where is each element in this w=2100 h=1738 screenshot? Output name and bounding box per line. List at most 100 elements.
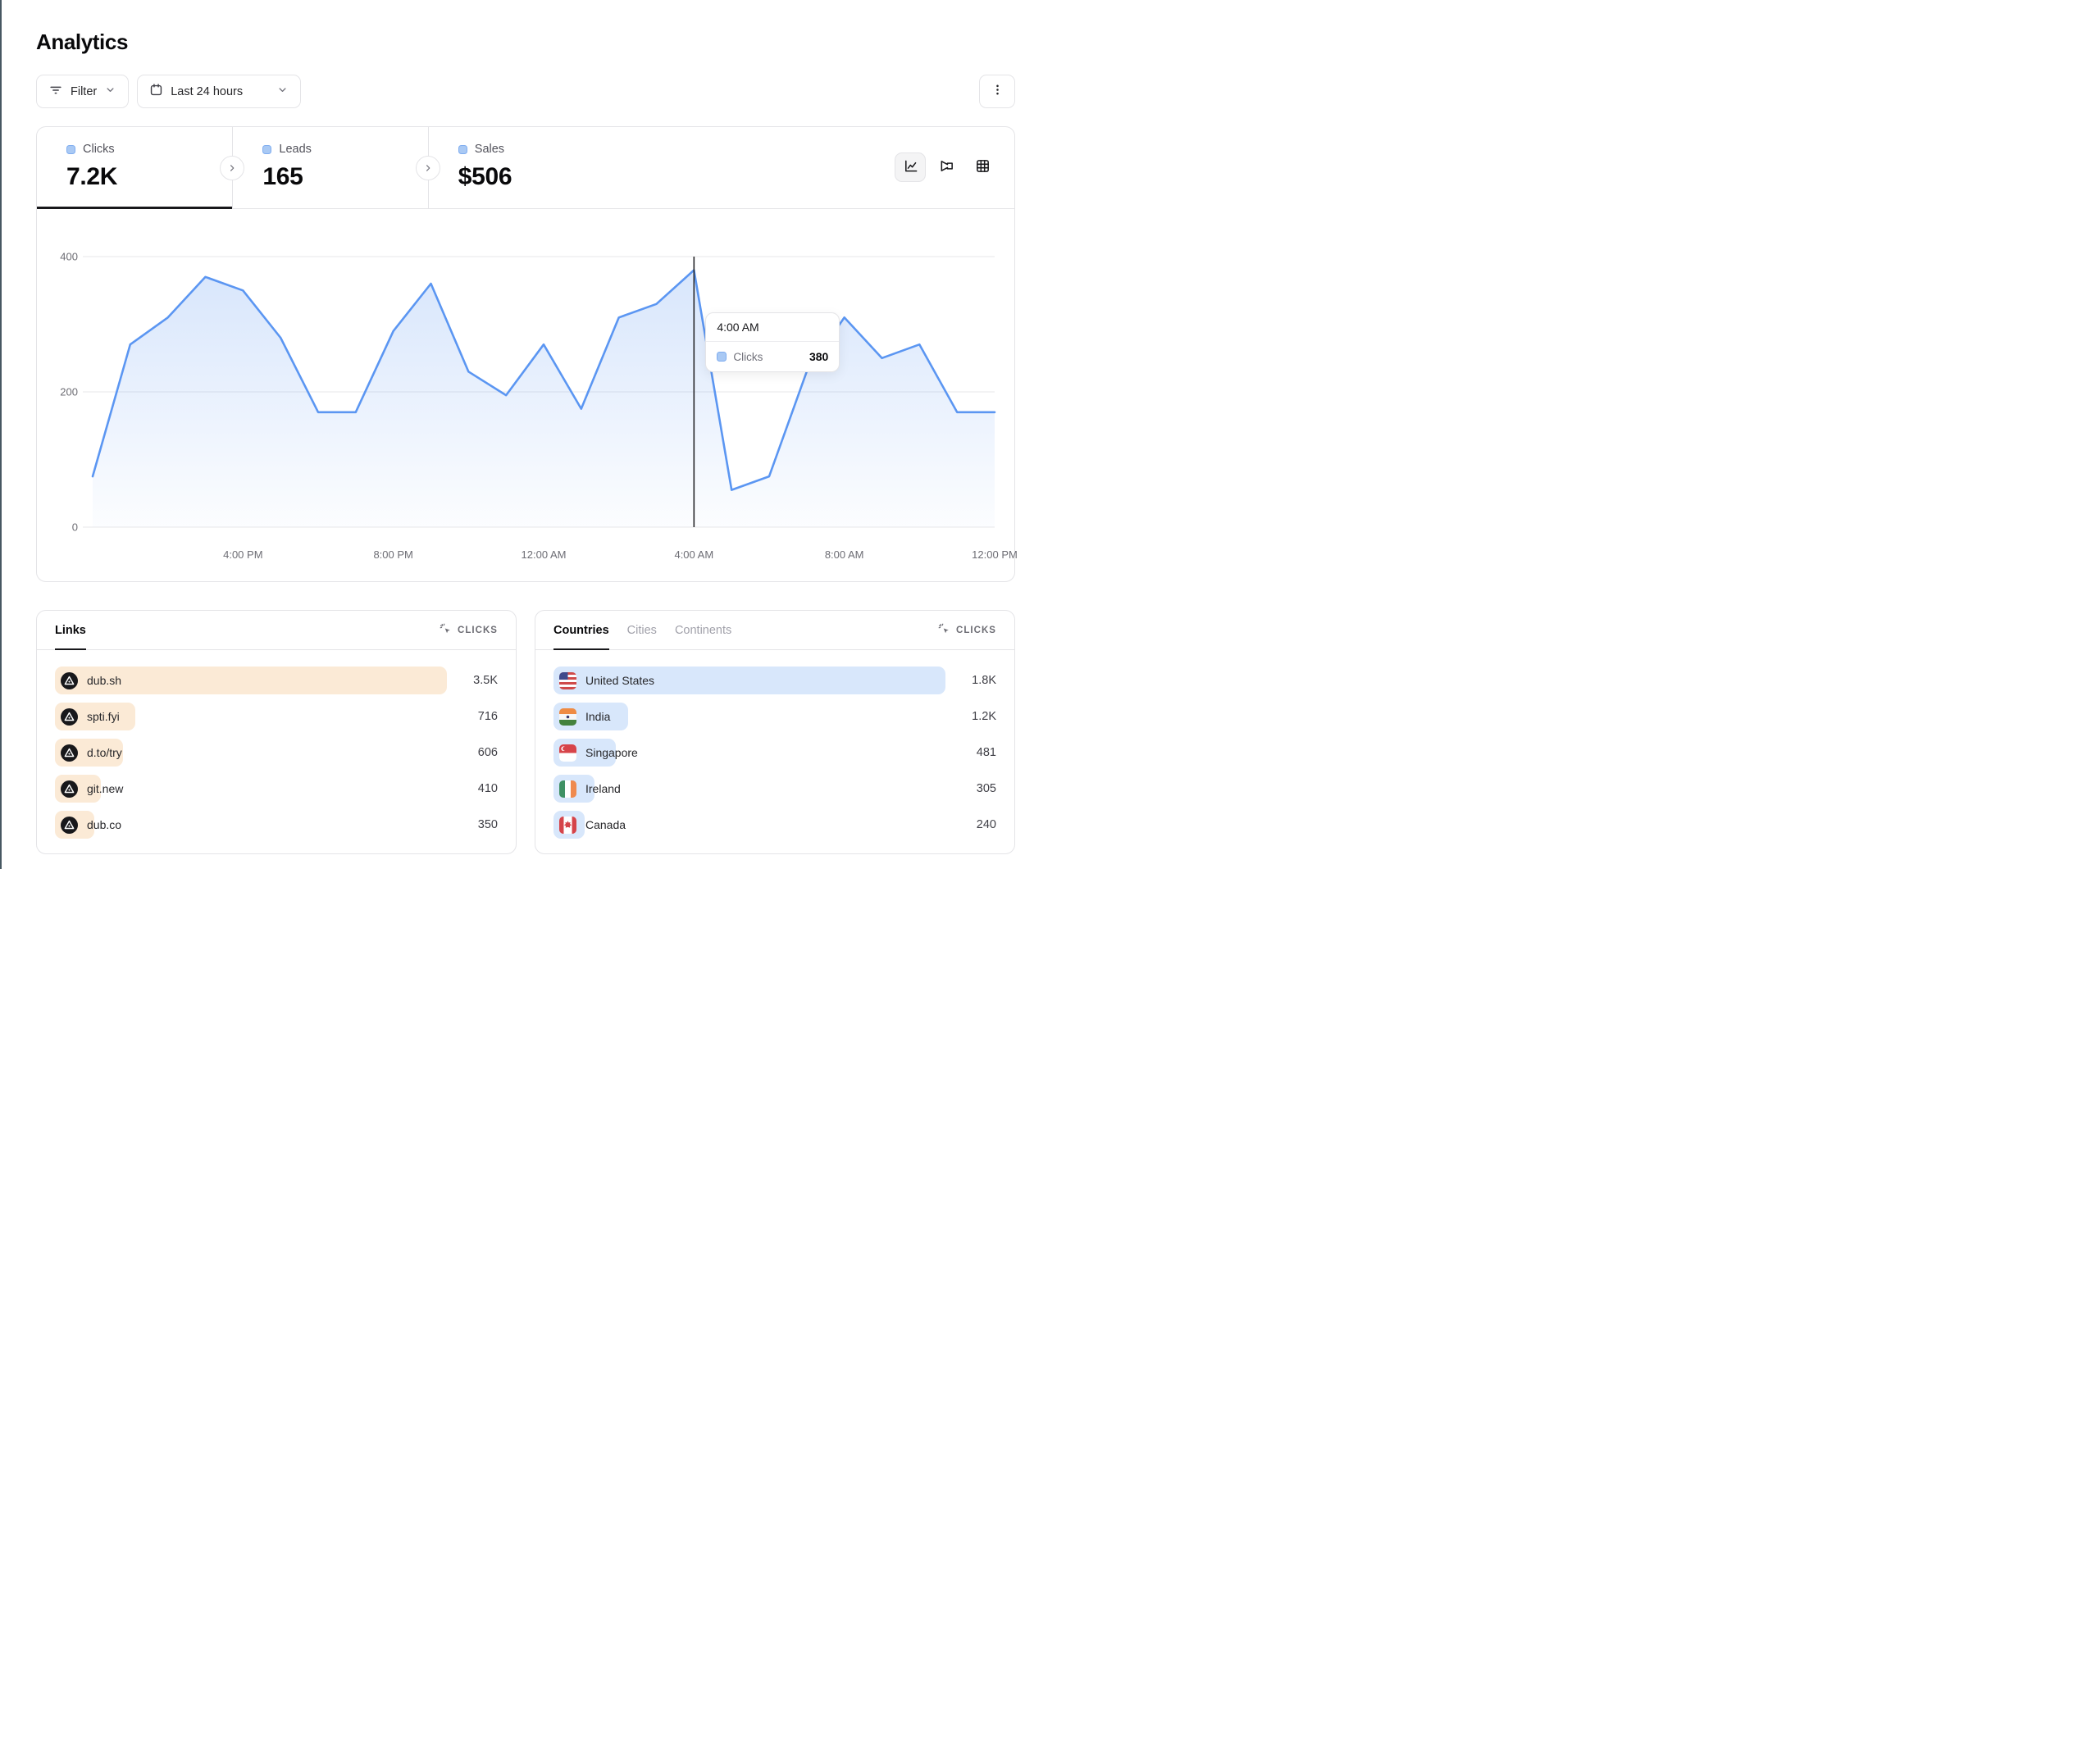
- funnel-view-button[interactable]: [931, 152, 962, 182]
- links-rows: dub.sh 3.5K spti.fyi 716 d.to/try 606: [37, 650, 516, 853]
- sort-metric-label: CLICKS: [955, 625, 996, 635]
- metric-tab-clicks[interactable]: Clicks 7.2K: [37, 127, 233, 209]
- svg-text:4:00 AM: 4:00 AM: [674, 548, 713, 561]
- countries-row-ireland[interactable]: Ireland 305: [553, 775, 996, 803]
- chart-area: 0 200 400 4:00 PM 8:00 PM 12:00 AM 4:00 AM 8:00…: [37, 209, 1018, 581]
- chevron-down-icon: [276, 84, 289, 99]
- item-label: d.to/try: [87, 746, 122, 759]
- svg-text:400: 400: [60, 251, 78, 263]
- item-value: 240: [976, 818, 996, 831]
- value-bar: [55, 667, 447, 694]
- links-row-spti-fyi[interactable]: spti.fyi 716: [55, 703, 498, 730]
- more-options-button[interactable]: [979, 75, 1015, 108]
- metric-tabs: Clicks 7.2K Leads 165 Sales $506: [37, 127, 1014, 209]
- flag-ie-icon: [559, 780, 576, 798]
- item-value: 606: [477, 746, 498, 759]
- links-row-dub-co[interactable]: dub.co 350: [55, 811, 498, 839]
- item-label: Ireland: [585, 782, 621, 795]
- countries-rows: United States 1.8K India 1.2K Singapore …: [535, 650, 1014, 853]
- grid-table-icon: [975, 158, 991, 176]
- links-panel-header: Links CLICKS: [37, 611, 516, 650]
- dub-logo-icon: [61, 780, 78, 798]
- metric-value: 165: [262, 163, 303, 190]
- page-title: Analytics: [36, 30, 129, 54]
- tab-links[interactable]: Links: [55, 611, 86, 650]
- links-row-git-new[interactable]: git.new 410: [55, 775, 498, 803]
- value-bar: [553, 667, 945, 694]
- item-label: git.new: [87, 782, 124, 795]
- countries-row-canada[interactable]: Canada 240: [553, 811, 996, 839]
- links-sort-metric[interactable]: CLICKS: [440, 611, 498, 649]
- cursor-click-icon: [440, 623, 452, 638]
- line-chart-icon: [903, 158, 918, 176]
- countries-row-united-states[interactable]: United States 1.8K: [553, 667, 996, 694]
- links-row-d-to-try[interactable]: d.to/try 606: [55, 739, 498, 767]
- dub-logo-icon: [61, 671, 78, 689]
- kebab-menu-icon: [991, 83, 1004, 100]
- dub-logo-icon: [61, 816, 78, 834]
- countries-panel: Countries Cities Continents CLICKS United …: [535, 610, 1015, 854]
- item-value: 3.5K: [473, 674, 498, 687]
- tab-countries[interactable]: Countries: [553, 611, 609, 650]
- metric-tab-leads[interactable]: Leads 165: [232, 127, 427, 208]
- links-panel-tabs: Links: [55, 611, 86, 650]
- metric-label: Leads: [279, 143, 312, 156]
- svg-text:4:00 PM: 4:00 PM: [223, 548, 262, 561]
- svg-text:12:00 PM: 12:00 PM: [972, 548, 1018, 561]
- metric-label: Clicks: [83, 143, 115, 156]
- expand-clicks-button[interactable]: [220, 156, 245, 180]
- expand-leads-button[interactable]: [415, 156, 440, 180]
- metric-label: Sales: [474, 143, 505, 156]
- funnel-icon: [939, 158, 954, 176]
- countries-panel-tabs: Countries Cities Continents: [553, 611, 732, 650]
- chart-view-switcher: [895, 152, 998, 182]
- tab-cities[interactable]: Cities: [626, 623, 657, 637]
- flag-sg-icon: [559, 744, 576, 762]
- flag-in-icon: [559, 707, 576, 726]
- item-value: 1.8K: [972, 674, 996, 687]
- filter-button[interactable]: Filter: [36, 75, 130, 108]
- filter-button-label: Filter: [71, 84, 98, 98]
- clicks-time-series-chart[interactable]: 0 200 400 4:00 PM 8:00 PM 12:00 AM 4:00 AM 8:00…: [45, 230, 1018, 578]
- calendar-icon: [149, 83, 163, 100]
- links-row-dub-sh[interactable]: dub.sh 3.5K: [55, 667, 498, 694]
- analytics-chart-card: Clicks 7.2K Leads 165 Sales $506: [36, 126, 1018, 582]
- item-value: 350: [477, 818, 498, 831]
- item-label: Canada: [585, 818, 626, 831]
- item-label: India: [585, 710, 611, 723]
- metric-value: $506: [458, 163, 512, 190]
- analytics-page: Analytics Filter Last 24 hours: [0, 0, 1050, 854]
- item-label: Singapore: [585, 746, 638, 759]
- date-range-label: Last 24 hours: [171, 84, 244, 98]
- item-value: 481: [976, 746, 996, 759]
- clicks-legend-square-icon: [66, 144, 75, 154]
- countries-panel-header: Countries Cities Continents CLICKS: [535, 611, 1014, 650]
- sales-legend-square-icon: [458, 144, 467, 154]
- item-value: 1.2K: [972, 710, 996, 723]
- line-chart-view-button[interactable]: [895, 152, 926, 182]
- item-label: dub.co: [87, 818, 122, 831]
- date-range-button[interactable]: Last 24 hours: [137, 75, 302, 108]
- countries-row-india[interactable]: India 1.2K: [553, 703, 996, 730]
- item-label: dub.sh: [87, 674, 122, 687]
- flag-ca-icon: [559, 816, 576, 834]
- dub-logo-icon: [61, 707, 78, 726]
- tab-continents[interactable]: Continents: [674, 623, 732, 637]
- filter-lines-icon: [48, 83, 63, 101]
- table-view-button[interactable]: [967, 152, 998, 182]
- svg-text:0: 0: [72, 521, 78, 534]
- dub-logo-icon: [61, 744, 78, 762]
- flag-us-icon: [559, 671, 576, 689]
- countries-row-singapore[interactable]: Singapore 481: [553, 739, 996, 767]
- sort-metric-label: CLICKS: [457, 625, 498, 635]
- item-value: 716: [477, 710, 498, 723]
- cursor-click-icon: [938, 623, 950, 638]
- breakdown-panels: Links CLICKS dub.sh 3.5K: [36, 610, 1015, 854]
- toolbar: Filter Last 24 hours: [36, 75, 1015, 108]
- leads-legend-square-icon: [262, 144, 272, 154]
- item-label: spti.fyi: [87, 710, 120, 723]
- chevron-down-icon: [104, 84, 116, 99]
- countries-sort-metric[interactable]: CLICKS: [938, 611, 996, 649]
- svg-text:8:00 PM: 8:00 PM: [373, 548, 412, 561]
- svg-text:12:00 AM: 12:00 AM: [522, 548, 567, 561]
